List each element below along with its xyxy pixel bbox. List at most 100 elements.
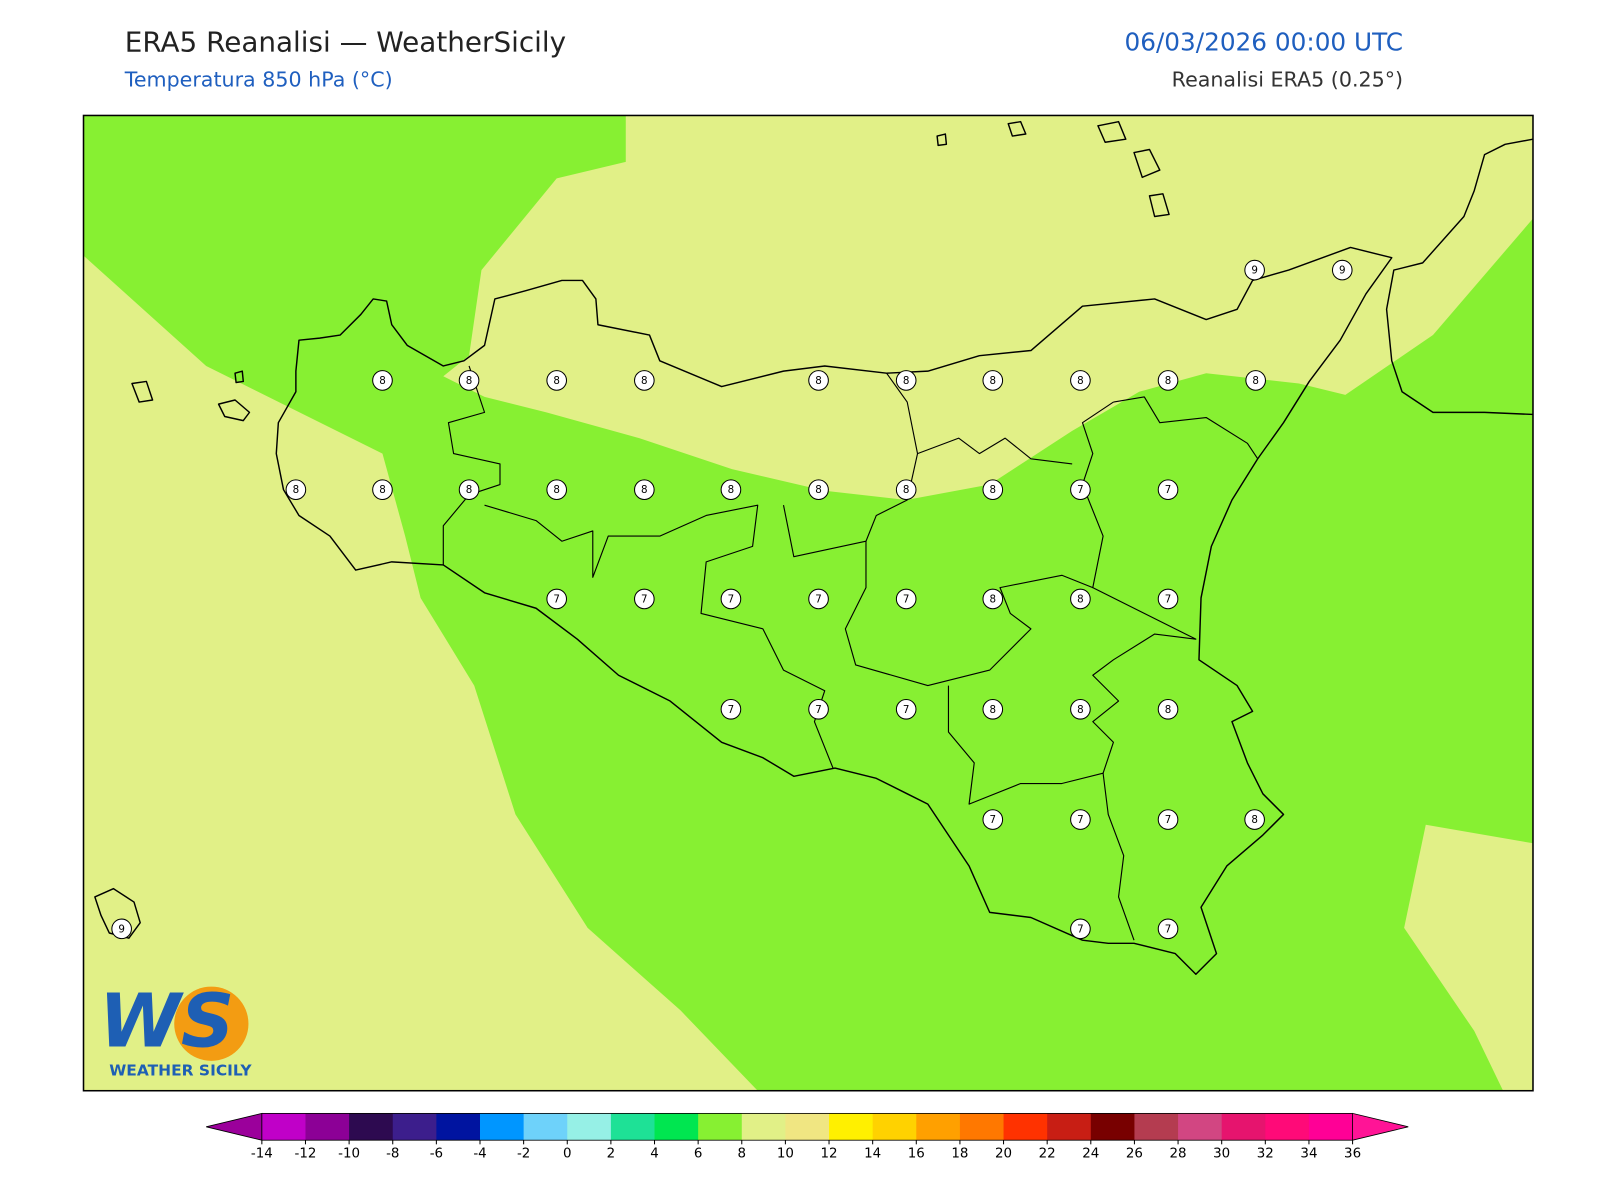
colorbar-tick-label: 22 [1039,1147,1056,1162]
grid-point-label: 8 [1077,375,1084,387]
island [217,399,251,422]
island [936,133,948,147]
grid-point [1070,479,1091,500]
province-boundary [947,685,1135,941]
grid-point-label: 7 [815,704,822,716]
colorbar-bin [392,1113,437,1141]
grid-points: 9 9 8 8 8 8 8 8 8 8 8 8 8 8 8 8 8 8 8 8 8 7 7 7 7 7 7 7 8 8 7 7 7 7 8 8 8 7 7 7… [111,259,1353,940]
colorbar-bin [785,1113,830,1141]
colorbar-tick-label: 6 [694,1147,703,1162]
grid-point-label: 8 [1165,704,1172,716]
colorbar-bin [1134,1113,1179,1141]
grid-point-label: 8 [728,484,735,496]
grid-point-label: 7 [1165,484,1172,496]
grid-point [1157,370,1179,391]
colorbar-tick-label: 8 [738,1147,747,1162]
province-boundary [782,372,919,558]
colorbar-tick-label: 36 [1344,1147,1361,1162]
colorbar-bin [959,1113,1005,1141]
subtitle: Temperatura 850 hPa (°C) [124,67,393,91]
colorbar-bin [741,1113,786,1141]
title: ERA5 Reanalisi — WeatherSicily [125,25,566,58]
grid-point [458,370,480,391]
grid-point [372,479,393,500]
colorbar-bin [654,1113,699,1141]
field-8-10 [83,255,758,1091]
colorbar-bin [1265,1113,1310,1141]
grid-point [111,918,132,940]
grid-point [808,370,829,391]
colorbar-bin [1090,1113,1135,1141]
colorbar-bin [1221,1113,1266,1141]
grid-point-label: 7 [641,593,648,605]
grid-point [1070,698,1091,720]
logo-mark: WS [99,977,234,1064]
colorbar-tick-label: 18 [951,1147,968,1162]
grid-point-label: 7 [1165,923,1172,935]
grid-point-label: 7 [990,814,997,826]
grid-point-label: 8 [903,375,910,387]
grid-point-label: 7 [1165,814,1172,826]
colorbar-tick-label: 14 [864,1147,881,1162]
grid-point [1157,809,1179,830]
grid-point [1331,259,1353,281]
colorbar-bin [523,1113,568,1141]
grid-point-label: 8 [990,593,997,605]
grid-point [546,370,568,391]
grid-point [982,588,1004,610]
colorbar-tick-label: 10 [777,1147,794,1162]
grid-point [982,370,1004,391]
grid-point [1244,809,1265,830]
grid-point [1070,918,1091,940]
grid-point [546,479,568,500]
grid-point [285,479,307,500]
grid-point-label: 8 [1077,704,1084,716]
colorbar-tick-label: -14 [251,1147,273,1162]
grid-point [982,809,1004,830]
grid-point [982,698,1004,720]
colorbar-tick-label: -4 [473,1147,486,1162]
coastline [275,246,1393,975]
grid-point-label: 8 [293,484,300,496]
grid-point [1244,259,1265,281]
grid-point-label: 7 [553,593,560,605]
grid-point-label: 8 [1251,814,1258,826]
logo-text: WEATHER SICILY [109,1062,252,1080]
source: Reanalisi ERA5 (0.25°) [1172,67,1403,91]
colorbar-tick-label: 30 [1213,1147,1230,1162]
colorbar-bin [916,1113,961,1141]
grid-point [546,588,568,610]
island [1007,120,1027,137]
colorbar-extend-max [1352,1112,1409,1141]
colorbar: -14 -12 -10 -8 -6 -4 -2 0 2 4 6 8 10 12 14 16 18 20 22 24 26… [206,1112,1409,1162]
grid-point [720,479,742,500]
colorbar-bin [1047,1113,1092,1141]
field-8-10 [1404,824,1533,1091]
grid-point-label: 8 [815,484,822,496]
island [1148,193,1170,218]
island [234,370,245,384]
colorbar-tick-label: 28 [1170,1147,1187,1162]
grid-point-label: 8 [1165,375,1172,387]
colorbar-bin [261,1113,306,1141]
province-boundary [484,504,834,769]
colorbar-tick-label: 12 [821,1147,838,1162]
map: 9 9 8 8 8 8 8 8 8 8 8 8 8 8 8 8 8 8 8 8 8 7 7 7 7 7 7 7 8 8 7 7 7 7 8 8 8 7 7 7… [83,115,1533,1091]
grid-point-label: 7 [728,593,735,605]
colorbar-tick-label: 32 [1257,1147,1274,1162]
colorbar-bin [872,1113,917,1141]
grid-point [895,698,917,720]
colorbar-bin [436,1113,481,1141]
colorbar-tick-label: 24 [1082,1147,1099,1162]
grid-point-label: 8 [641,375,648,387]
grid-point [634,588,655,610]
grid-point-label: 8 [641,484,648,496]
map-frame [82,114,1534,1092]
grid-point-label: 8 [379,484,386,496]
grid-point-label: 9 [118,923,125,935]
grid-point-label: 7 [1165,593,1172,605]
colorbar-extend-min [206,1112,263,1141]
grid-point-label: 8 [903,484,910,496]
colorbar-tick-label: 20 [995,1147,1012,1162]
